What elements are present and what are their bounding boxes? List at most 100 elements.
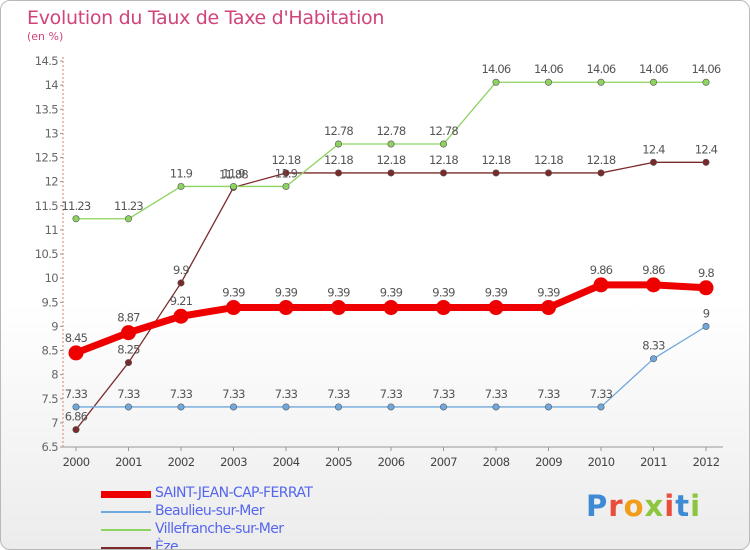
y-tick-label: 12.5 [35,151,58,165]
data-label: 14.06 [639,62,668,76]
data-label: 8.25 [117,343,140,357]
series-villefranche-sur-mer-point [334,140,342,148]
data-label: 12.78 [429,124,458,138]
series-saint-jean-cap-ferrat-point [226,300,241,316]
series-saint-jean-cap-ferrat-point [488,300,504,316]
series-saint-jean-cap-ferrat-point [331,300,346,316]
series-beaulieu-sur-mer-point [282,403,290,411]
y-tick-label: 7.5 [42,392,59,406]
data-label: 12.4 [695,142,718,156]
series-villefranche-sur-mer-point [649,78,657,86]
data-label: 9.39 [275,286,298,300]
series-eze-point [334,169,342,177]
x-tick-label: 2001 [115,455,142,469]
legend-swatch-beaulieu [101,511,151,513]
series-eze-point [282,169,290,177]
series-villefranche-sur-mer-point [544,78,552,86]
x-tick-label: 2007 [430,455,457,469]
x-tick-label: 2008 [483,455,510,469]
y-tick-label: 8 [51,368,58,382]
series-beaulieu-sur-mer-point [230,403,238,411]
data-label: 12.18 [377,153,406,167]
x-tick-label: 2006 [378,455,405,469]
data-label: 7.33 [432,387,455,401]
series-villefranche-sur-mer-point [125,215,133,223]
series-beaulieu-sur-mer-point [649,355,657,363]
data-label: 9.86 [642,263,665,277]
series-beaulieu-sur-mer-point [597,403,605,411]
data-label: 12.18 [272,153,301,167]
data-label: 12.18 [482,153,511,167]
y-tick-label: 14 [45,78,59,92]
series-villefranche-sur-mer-point [177,182,185,190]
data-label: 11.9 [222,166,245,180]
y-tick-label: 13 [45,126,59,140]
data-label: 11.9 [170,166,193,180]
data-label: 11.9 [275,166,298,180]
data-label: 7.33 [222,387,245,401]
x-tick-label: 2002 [168,455,195,469]
data-label: 12.78 [377,124,406,138]
data-label: 7.33 [485,387,508,401]
data-label: 12.4 [642,142,665,156]
series-beaulieu-sur-mer-point [702,322,710,330]
data-label: 9.39 [327,286,350,300]
x-tick-label: 2010 [588,455,615,469]
y-tick-label: 14.5 [35,54,58,68]
series-saint-jean-cap-ferrat-point [68,345,84,361]
series-eze-point [439,169,447,177]
legend-label: Villefranche-sur-Mer [155,521,284,537]
x-tick-label: 2009 [535,455,562,469]
series-saint-jean-cap-ferrat-point [383,300,399,316]
data-label: 7.33 [327,387,350,401]
data-label: 11.88 [219,167,248,181]
series-saint-jean-cap-ferrat-point [698,280,714,296]
legend-item: Èze [101,539,431,550]
data-label: 9.9 [173,263,189,277]
y-tick-label: 7 [51,416,58,430]
proxiti-logo: Proxiti [586,489,702,523]
series-villefranche-sur-mer-point [282,182,290,190]
data-label: 8.45 [65,331,88,345]
chart-subtitle: (en %) [27,30,64,43]
y-tick-label: 13.5 [35,102,58,116]
series-beaulieu-sur-mer-point [72,403,80,411]
legend-label: SAINT-JEAN-CAP-FERRAT [155,485,313,501]
legend-item: Villefranche-sur-Mer [101,521,431,539]
series-eze-point [597,169,605,177]
data-label: 7.33 [275,387,298,401]
x-tick-label: 2003 [220,455,247,469]
data-label: 7.33 [65,387,88,401]
data-label: 7.33 [537,387,560,401]
series-saint-jean-cap-ferrat-point [436,300,451,316]
series-saint-jean-cap-ferrat-point [646,277,661,293]
series-saint-jean-cap-ferrat-point [173,308,189,324]
y-tick-label: 8.5 [42,344,59,358]
series-villefranche-sur-mer-point [439,140,447,148]
data-label: 12.18 [587,153,616,167]
data-label: 7.33 [170,387,193,401]
chart-data-labels: 6.86 8.25 9.9 11.88 12.18 12.18 12.18 12.18 12.1… [62,62,722,423]
data-label: 11.23 [62,199,91,213]
legend-label: Èze [155,539,179,550]
chart-axes: 6.5 7 7.5 8 8.5 9 9.5 10 10.5 11 11.5 12 12.5 13 13.5 1… [35,54,723,469]
chart-legend: SAINT-JEAN-CAP-FERRAT Beaulieu-sur-Mer V… [101,485,431,550]
series-beaulieu-sur-mer-point [439,403,447,411]
series-beaulieu-sur-mer-point [177,403,185,411]
data-label: 8.87 [117,311,140,325]
chart-title: Evolution du Taux de Taxe d'Habitation [27,7,385,29]
series-eze-point [702,158,710,166]
series-villefranche-sur-mer-line [76,81,706,220]
y-tick-label: 12 [45,175,59,189]
y-tick-label: 10.5 [35,247,58,261]
x-tick-label: 2005 [325,455,352,469]
data-label: 12.18 [429,153,458,167]
data-label: 9.39 [537,286,560,300]
series-beaulieu-sur-mer-point [492,403,500,411]
series-beaulieu-sur-mer-point [125,403,133,411]
data-label: 12.18 [534,153,563,167]
series-saint-jean-cap-ferrat-point [593,277,609,293]
data-label: 7.33 [590,387,613,401]
data-label: 9 [703,306,710,320]
